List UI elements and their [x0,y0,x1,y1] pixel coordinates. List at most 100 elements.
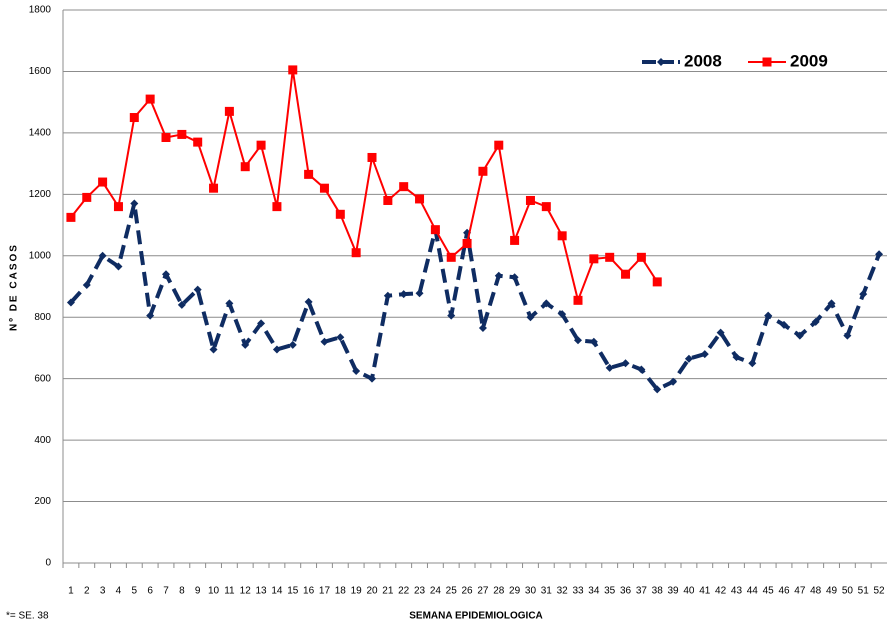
x-tick-label: 34 [588,586,600,597]
x-tick-label: 5 [132,586,138,597]
marker [478,166,488,176]
marker [447,311,456,320]
marker [811,317,820,326]
y-tick-label: 200 [34,496,51,507]
marker [352,366,361,375]
y-tick-label: 1200 [29,189,52,200]
y-tick-label: 400 [34,435,51,446]
x-tick-label: 45 [763,586,775,597]
x-tick-label: 32 [557,586,569,597]
x-tick-label: 43 [731,586,743,597]
marker [415,289,424,298]
x-tick-label: 48 [810,586,822,597]
marker [510,235,520,245]
marker [193,285,202,294]
marker [478,323,487,332]
marker [762,57,772,67]
marker [859,290,868,299]
marker [98,177,108,187]
x-tick-label: 26 [462,586,474,597]
y-tick-label: 1400 [29,128,52,139]
marker [113,202,123,212]
marker [224,106,234,116]
marker [319,183,329,193]
marker [795,331,804,340]
x-tick-label: 24 [430,586,442,597]
marker [748,359,757,368]
marker [241,340,250,349]
marker [621,359,630,368]
marker [589,337,598,346]
x-tick-label: 44 [747,586,759,597]
marker [98,251,107,260]
marker [288,340,297,349]
x-tick-label: 31 [541,586,553,597]
marker [657,58,665,66]
x-tick-label: 18 [335,586,347,597]
x-tick-label: 13 [256,586,268,597]
marker [257,319,266,328]
x-tick-label: 38 [652,586,664,597]
marker [335,209,345,219]
marker [573,295,583,305]
legend-label: 2008 [684,51,722,70]
marker [700,350,709,359]
x-tick-label: 8 [179,586,185,597]
x-tick-label: 9 [195,586,201,597]
x-tick-label: 40 [683,586,695,597]
y-tick-label: 1000 [29,250,52,261]
marker [320,337,329,346]
marker [114,262,123,271]
marker [574,336,582,345]
marker [653,385,662,394]
marker [669,377,678,386]
marker [383,195,393,205]
marker [637,365,646,374]
legend-label: 2009 [790,51,828,70]
x-tick-label: 16 [303,586,315,597]
x-tick-label: 33 [572,586,584,597]
series-line [69,201,881,392]
x-tick-label: 28 [493,586,505,597]
x-tick-label: 1 [68,586,74,597]
x-tick-label: 4 [116,586,122,597]
x-tick-label: 2 [84,586,90,597]
marker [399,290,408,299]
marker [557,231,567,241]
marker [446,252,456,262]
marker [66,298,75,307]
marker [177,129,187,139]
marker [209,183,219,193]
footnote: *= SE. 38 [6,611,49,622]
x-tick-label: 21 [382,586,394,597]
marker [430,225,440,235]
marker [827,299,836,308]
x-tick-label: 49 [826,586,838,597]
marker [621,269,631,279]
y-tick-label: 600 [34,373,51,384]
x-tick-label: 52 [874,586,886,597]
marker [780,320,788,329]
marker [684,354,693,363]
marker [351,248,361,258]
marker [130,199,139,208]
x-tick-label: 12 [240,586,252,597]
marker [526,313,535,322]
x-tick-label: 25 [446,586,458,597]
x-tick-label: 41 [699,586,711,597]
y-tick-label: 1600 [29,66,52,77]
x-tick-label: 39 [668,586,680,597]
x-tick-label: 3 [100,586,106,597]
x-tick-label: 27 [477,586,489,597]
y-axis-label: Nº DE CASOS [9,243,20,331]
x-tick-label: 11 [224,586,235,597]
marker [510,273,519,282]
x-tick-label: 36 [620,586,632,597]
marker [843,331,852,340]
marker [541,202,551,212]
x-tick-label: 6 [147,586,153,597]
marker [542,299,551,308]
x-axis-label: SEMANA EPIDEMIOLOGICA [409,611,543,622]
x-tick-label: 42 [715,586,727,597]
